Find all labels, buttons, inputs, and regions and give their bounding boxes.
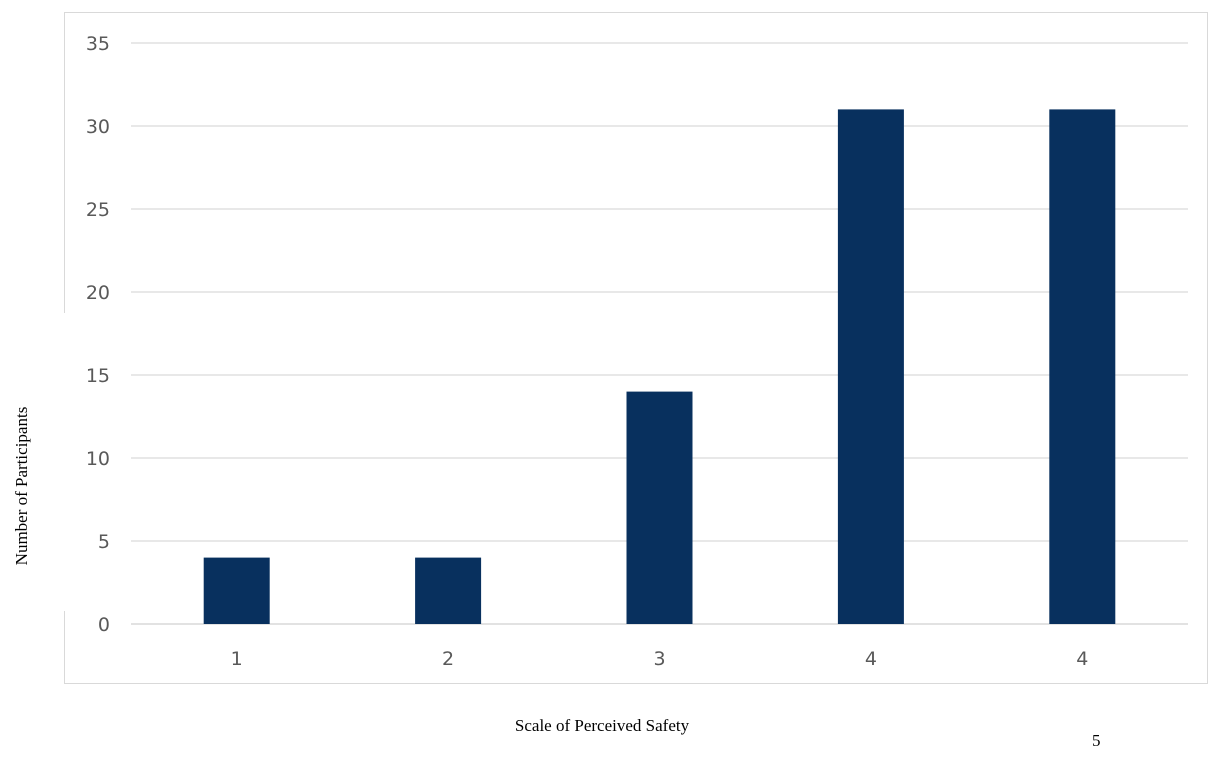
x-tick-labels: 1 2 3 4 4 (231, 648, 1089, 670)
y-tick-label: 30 (86, 116, 110, 138)
bar (1049, 109, 1116, 624)
bar (203, 557, 270, 624)
y-tick-label: 35 (86, 33, 110, 55)
bar (626, 391, 693, 624)
y-tick-label: 20 (86, 282, 110, 304)
x-tick-label: 1 (231, 648, 243, 670)
bars (203, 109, 1116, 624)
y-tick-label: 5 (98, 531, 110, 553)
frame-gap (62, 313, 68, 611)
y-tick-label: 25 (86, 199, 110, 221)
x-tick-label: 4 (865, 648, 877, 670)
x-tick-label: 2 (442, 648, 454, 670)
x-tick-label: 4 (1076, 648, 1088, 670)
page-number: 5 (1092, 731, 1101, 750)
bar (415, 557, 482, 624)
x-tick-label: 3 (653, 648, 665, 670)
bar (837, 109, 904, 624)
y-tick-label: 15 (86, 365, 110, 387)
x-axis-title: Scale of Perceived Safety (514, 716, 690, 735)
y-tick-labels: 0 5 10 15 20 25 30 35 (86, 33, 110, 636)
y-tick-label: 10 (86, 448, 110, 470)
y-tick-label: 0 (98, 614, 110, 636)
y-axis-title: Number of Participants (12, 406, 31, 566)
